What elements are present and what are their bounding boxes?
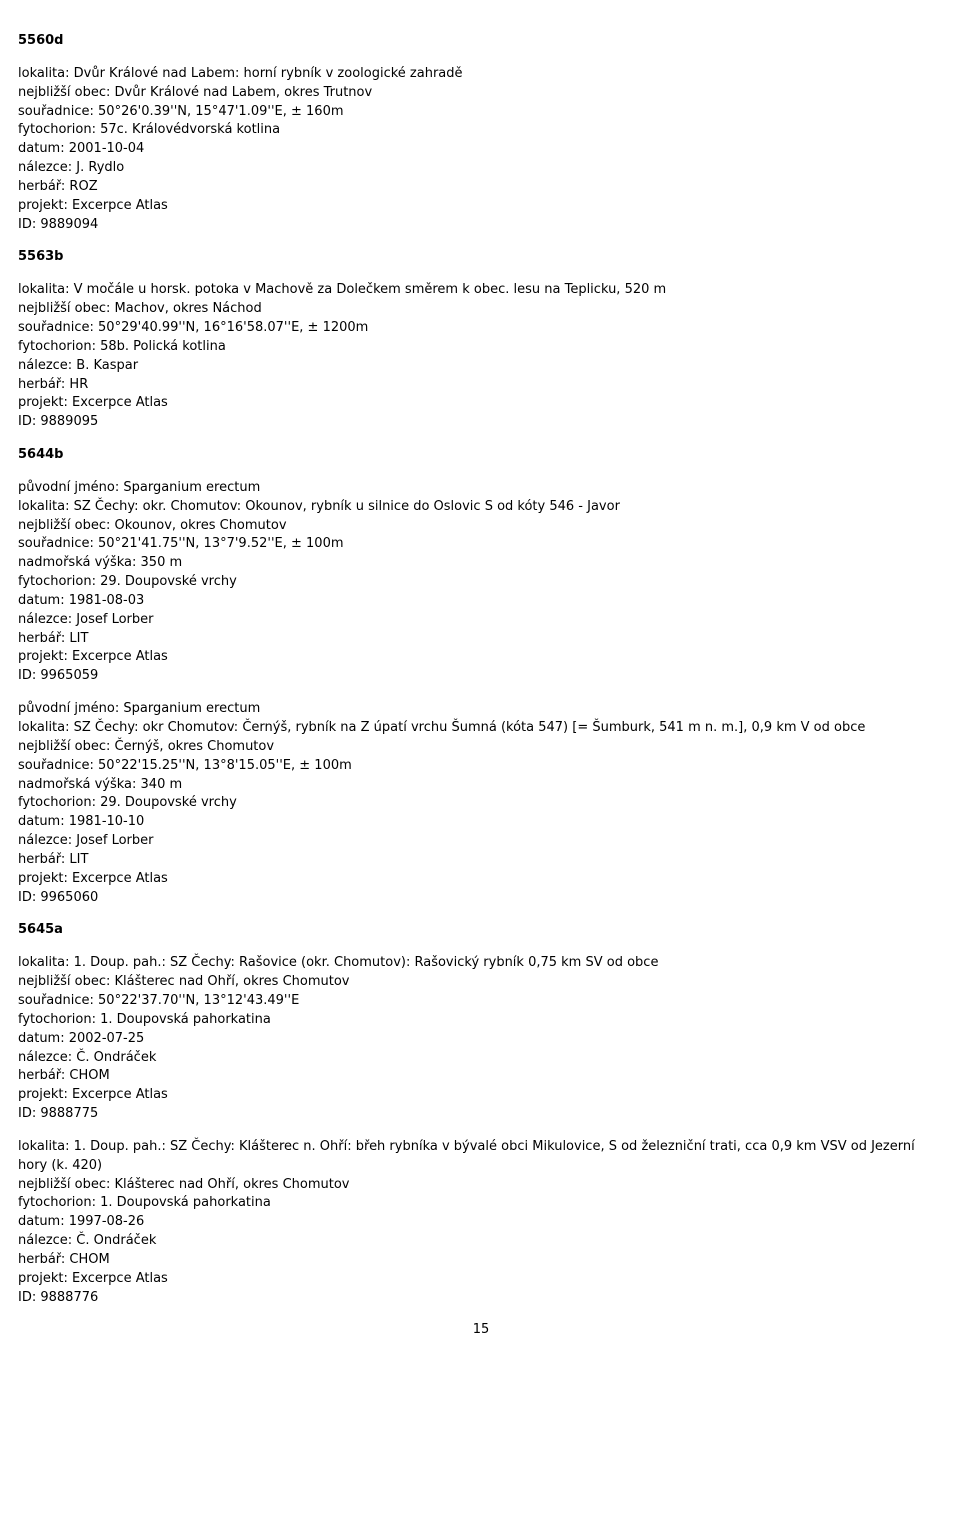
record-line: nálezce: J. Rydlo: [18, 159, 944, 178]
record-line: datum: 1981-10-10: [18, 813, 944, 832]
record-line: lokalita: 1. Doup. pah.: SZ Čechy: Rašov…: [18, 954, 944, 973]
record-line: souřadnice: 50°22'15.25''N, 13°8'15.05''…: [18, 757, 944, 776]
record-line: datum: 1997-08-26: [18, 1213, 944, 1232]
record-line: ID: 9965059: [18, 667, 944, 686]
record-line: nadmořská výška: 350 m: [18, 554, 944, 573]
record-line: souřadnice: 50°26'0.39''N, 15°47'1.09''E…: [18, 103, 944, 122]
record-line: nálezce: Josef Lorber: [18, 832, 944, 851]
section-code: 5644b: [18, 446, 944, 465]
record: původní jméno: Sparganium erectumlokalit…: [18, 479, 944, 686]
record-line: herbář: HR: [18, 376, 944, 395]
record-line: projekt: Excerpce Atlas: [18, 1270, 944, 1289]
record-line: nálezce: Josef Lorber: [18, 611, 944, 630]
record-line: souřadnice: 50°22'37.70''N, 13°12'43.49'…: [18, 992, 944, 1011]
record: lokalita: 1. Doup. pah.: SZ Čechy: Rašov…: [18, 954, 944, 1124]
section-code: 5560d: [18, 32, 944, 51]
page-number: 15: [18, 1321, 944, 1340]
record-line: nejbližší obec: Okounov, okres Chomutov: [18, 517, 944, 536]
record: lokalita: 1. Doup. pah.: SZ Čechy: Klášt…: [18, 1138, 944, 1308]
record-line: ID: 9888775: [18, 1105, 944, 1124]
document-content: 5560d lokalita: Dvůr Králové nad Labem: h…: [18, 32, 944, 1307]
record-line: lokalita: 1. Doup. pah.: SZ Čechy: Klášt…: [18, 1138, 944, 1176]
record-line: nejbližší obec: Černýš, okres Chomutov: [18, 738, 944, 757]
record-line: fytochorion: 29. Doupovské vrchy: [18, 573, 944, 592]
record-line: herbář: ROZ: [18, 178, 944, 197]
record-line: nejbližší obec: Klášterec nad Ohří, okre…: [18, 973, 944, 992]
section-code: 5645a: [18, 921, 944, 940]
record-line: nálezce: Č. Ondráček: [18, 1232, 944, 1251]
record-line: původní jméno: Sparganium erectum: [18, 700, 944, 719]
record-line: ID: 9965060: [18, 889, 944, 908]
record-line: herbář: CHOM: [18, 1067, 944, 1086]
record-line: nálezce: Č. Ondráček: [18, 1049, 944, 1068]
record-line: lokalita: Dvůr Králové nad Labem: horní …: [18, 65, 944, 84]
record-line: fytochorion: 58b. Polická kotlina: [18, 338, 944, 357]
record-line: nejbližší obec: Dvůr Králové nad Labem, …: [18, 84, 944, 103]
record-line: projekt: Excerpce Atlas: [18, 1086, 944, 1105]
record-line: datum: 2002-07-25: [18, 1030, 944, 1049]
record: lokalita: V močále u horsk. potoka v Mac…: [18, 281, 944, 432]
record-line: datum: 2001-10-04: [18, 140, 944, 159]
record-line: lokalita: V močále u horsk. potoka v Mac…: [18, 281, 944, 300]
record-line: ID: 9889094: [18, 216, 944, 235]
section-code: 5563b: [18, 248, 944, 267]
record-line: nálezce: B. Kaspar: [18, 357, 944, 376]
record-line: souřadnice: 50°29'40.99''N, 16°16'58.07'…: [18, 319, 944, 338]
record-line: projekt: Excerpce Atlas: [18, 870, 944, 889]
record-line: fytochorion: 57c. Královédvorská kotlina: [18, 121, 944, 140]
record-line: fytochorion: 1. Doupovská pahorkatina: [18, 1194, 944, 1213]
record-line: nejbližší obec: Machov, okres Náchod: [18, 300, 944, 319]
record-line: datum: 1981-08-03: [18, 592, 944, 611]
record: lokalita: Dvůr Králové nad Labem: horní …: [18, 65, 944, 235]
record-line: herbář: LIT: [18, 851, 944, 870]
record-line: fytochorion: 1. Doupovská pahorkatina: [18, 1011, 944, 1030]
record-line: projekt: Excerpce Atlas: [18, 394, 944, 413]
record-line: původní jméno: Sparganium erectum: [18, 479, 944, 498]
record-line: herbář: CHOM: [18, 1251, 944, 1270]
record-line: ID: 9889095: [18, 413, 944, 432]
record-line: herbář: LIT: [18, 630, 944, 649]
record: původní jméno: Sparganium erectumlokalit…: [18, 700, 944, 907]
record-line: fytochorion: 29. Doupovské vrchy: [18, 794, 944, 813]
record-line: projekt: Excerpce Atlas: [18, 648, 944, 667]
record-line: lokalita: SZ Čechy: okr. Chomutov: Okoun…: [18, 498, 944, 517]
record-line: souřadnice: 50°21'41.75''N, 13°7'9.52''E…: [18, 535, 944, 554]
record-line: ID: 9888776: [18, 1289, 944, 1308]
record-line: nejbližší obec: Klášterec nad Ohří, okre…: [18, 1176, 944, 1195]
record-line: lokalita: SZ Čechy: okr Chomutov: Černýš…: [18, 719, 944, 738]
record-line: nadmořská výška: 340 m: [18, 776, 944, 795]
record-line: projekt: Excerpce Atlas: [18, 197, 944, 216]
